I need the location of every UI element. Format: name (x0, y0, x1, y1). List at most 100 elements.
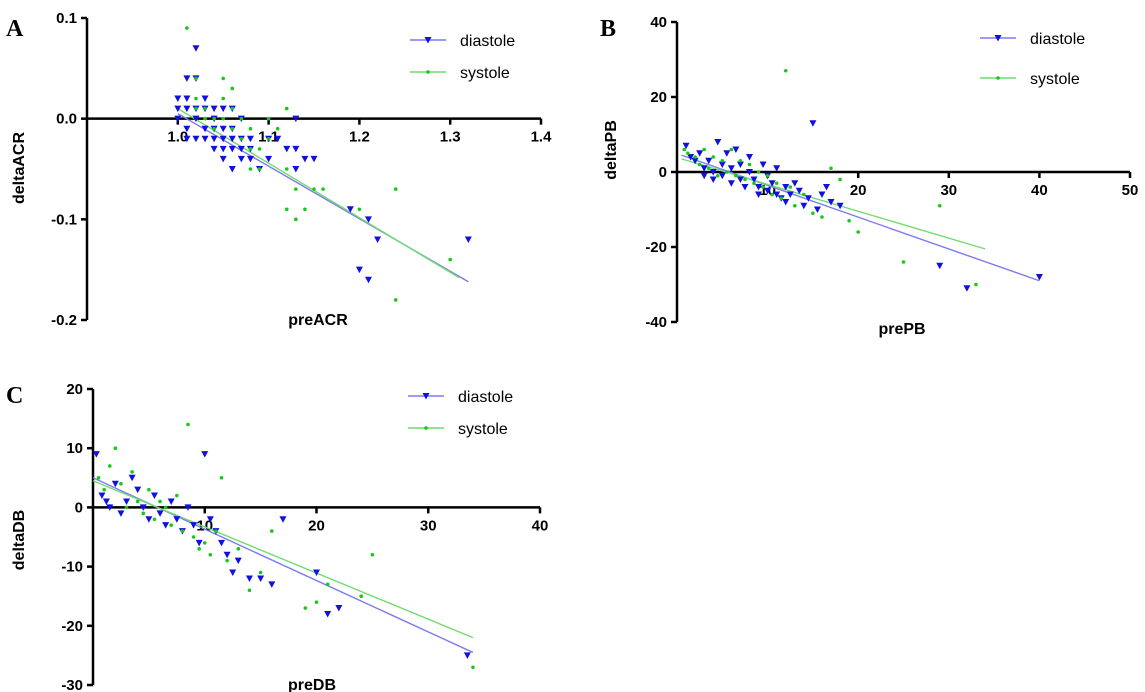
panel-b-diastole-point (741, 184, 749, 191)
panel-c-diastole-point (245, 575, 253, 582)
panel-c-systole-point (124, 505, 129, 510)
panel-b-diastole-point (696, 150, 704, 157)
panel-c-systole-point (236, 547, 241, 551)
panel-a-systole-point (294, 187, 298, 191)
panel-a-points (174, 26, 472, 302)
panel-a-diastole-point (283, 145, 291, 153)
panel-c-y-tick-label: 0 (75, 499, 83, 516)
panel-c-diastole-point (139, 504, 147, 511)
panel-a-diastole-point (192, 45, 200, 52)
panel-b-systole-fit-line (681, 158, 986, 250)
panel-c-diastole-point (162, 522, 170, 529)
panel-b-diastole-point (804, 195, 812, 202)
panel-b-diastole-point (836, 202, 844, 210)
panel-a-diastole-point (292, 166, 300, 173)
panel-a-diastole-point (201, 135, 209, 143)
panel-a-systole-point (312, 187, 316, 191)
panel-a-x-tick-label: 1.3 (440, 129, 461, 146)
legend-systole-label: systole (1030, 71, 1080, 88)
panel-b-diastole-point (750, 176, 758, 183)
panel-b-systole-point (788, 185, 793, 189)
panel-a-systole-point (303, 207, 307, 212)
panel-b-x-tick-label: 30 (940, 182, 957, 199)
panel-a-diastole-point (219, 105, 227, 113)
panel-b-systole-point (792, 203, 797, 208)
panel-a-systole-point (194, 96, 198, 101)
panel-c-systole-point (314, 600, 319, 604)
panel-a-ylabel: deltaACR (11, 132, 28, 204)
panel-c-systole-point (141, 511, 146, 516)
panel-c-systole-point (370, 552, 375, 557)
panel-b-diastole-point (963, 285, 971, 292)
panel-c-diastole-point (195, 539, 203, 547)
panel-b-systole-point (752, 181, 756, 186)
panel-c-systole-point (197, 547, 201, 551)
panel-c-xlabel: preDB (288, 677, 336, 692)
panel-c-systole-point (186, 422, 190, 427)
panel-c-systole-point (208, 552, 213, 557)
panel-b-systole-point (743, 177, 747, 182)
panel-c-diastole-point (229, 569, 237, 577)
panel-b-systole-point (820, 215, 824, 219)
panel-c-systole-point (130, 470, 134, 474)
panel-b-x-tick-label: 20 (850, 182, 867, 199)
panel-c-diastole-point (167, 498, 175, 505)
panel-b-diastole-point (718, 161, 726, 168)
panel-a-diastole-point (183, 135, 191, 143)
panel-a-diastole-point (228, 166, 236, 173)
panel-c-axes: 10 20 30 40 20 10 0 -10 -20 -30 (61, 381, 548, 692)
panel-b-diastole-point (773, 191, 781, 198)
panel-a-systole-point (239, 137, 244, 141)
panel-a-systole-point (248, 167, 253, 171)
panel-b-points (682, 68, 1043, 292)
panel-c-systole-point (225, 558, 229, 563)
panel-b-systole-point (770, 192, 774, 197)
panel-a-systole-point (284, 106, 289, 111)
legend-diastole-label: diastole (460, 33, 515, 50)
panel-a-x-tick-label: 1.2 (349, 129, 370, 146)
panel-b-y-tick-label: 40 (650, 14, 667, 31)
panel-a-diastole-point (265, 155, 273, 163)
panel-a-diastole-point (174, 95, 182, 103)
panel-b-systole-point (937, 203, 942, 208)
panel-b-diastole-point (813, 206, 821, 213)
panel-c-diastole-point (111, 480, 119, 488)
panel-a-x-tick-label: 1.4 (531, 129, 553, 146)
panel-c: C 10 20 30 40 20 10 0 -10 -20 -30 preDB deltaDB d… (6, 381, 548, 692)
panel-b-systole-point (756, 170, 761, 174)
panel-c-systole-point (219, 476, 224, 480)
panel-a-axes: 1.01.11.21.31.40.10.0-0.1-0.2 (51, 10, 552, 329)
panel-a-legend: diastole systole (410, 33, 515, 82)
panel-b-diastole-point (768, 180, 776, 187)
panel-b-diastole-point (745, 169, 753, 176)
panel-b-systole-point (682, 147, 687, 152)
panel-c-diastole-point (173, 516, 181, 523)
panel-c-diastole-point (223, 551, 231, 559)
panel-a-systole-point (221, 96, 225, 101)
panel-b-diastole-point (809, 120, 817, 127)
panel-b-y-tick-label: -20 (645, 239, 667, 256)
panel-a-diastole-point (183, 125, 191, 133)
panel-c-diastole-point (324, 610, 332, 618)
panel-c-systole-point (107, 464, 112, 468)
panel-c-diastole-point (234, 557, 242, 565)
panel-b-diastole-point (714, 139, 722, 146)
panel-b-systole-point (838, 177, 842, 182)
panel-c-diastole-point (156, 510, 164, 517)
panel-b-diastole-point (682, 142, 690, 150)
panel-b-y-tick-label: 0 (659, 164, 667, 181)
panel-c-diastole-point (184, 504, 192, 511)
legend-diastole-label: diastole (458, 389, 513, 406)
panel-c-systole-point (247, 588, 252, 593)
panel-a-systole-point (257, 167, 262, 171)
panel-b-diastole-point (732, 146, 740, 153)
panel-b: B 102030405040200-20-40 prePB deltaPB di… (600, 14, 1138, 338)
panel-a-diastole-point (364, 216, 372, 223)
panel-b-diastole-point (755, 184, 763, 191)
panel-a-systole-point (248, 147, 253, 151)
panel-a-systole-point (284, 207, 289, 212)
panel-b-diastole-point (709, 169, 717, 176)
panel-b-systole-point (720, 158, 725, 163)
panel-a-systole-point (294, 217, 298, 222)
panel-c-diastole-point (190, 522, 198, 529)
